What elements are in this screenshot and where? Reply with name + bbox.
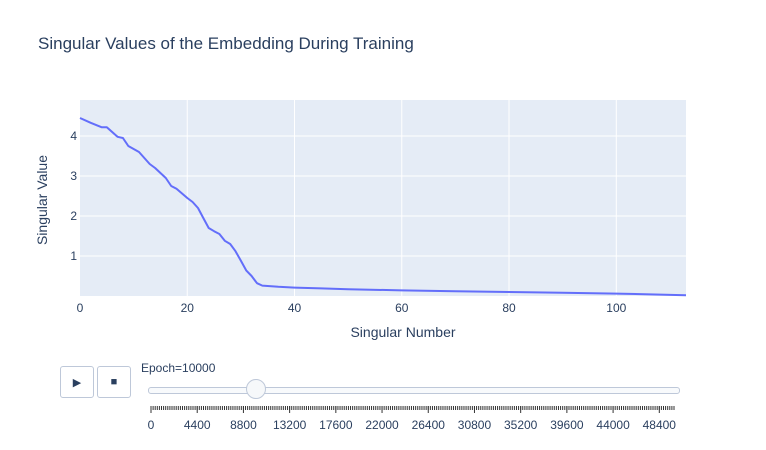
slider-tick-label: 30800 (458, 418, 492, 432)
play-icon: ▶ (72, 376, 82, 389)
x-tick-label: 60 (395, 301, 409, 315)
y-tick-label: 3 (70, 169, 77, 183)
slider-tick-label: 44000 (596, 418, 630, 432)
slider-tick-label: 17600 (319, 418, 353, 432)
stop-button[interactable]: ■ (97, 366, 131, 398)
slider-tick-label: 0 (148, 418, 155, 432)
x-tick-label: 80 (502, 301, 516, 315)
slider-tick-label: 22000 (365, 418, 399, 432)
slider-tick-label: 26400 (412, 418, 446, 432)
slider-handle[interactable] (246, 379, 267, 399)
slider-tick-label: 4400 (184, 418, 211, 432)
slider-tick-label: 48400 (643, 418, 677, 432)
slider-tick-label: 8800 (230, 418, 257, 432)
series-line (79, 117, 687, 297)
slider-tick-label: 35200 (504, 418, 538, 432)
series-layer (79, 117, 687, 297)
y-tick-label: 4 (70, 129, 77, 143)
slider-tick-label: 39600 (550, 418, 584, 432)
y-tick-label: 2 (70, 209, 77, 223)
y-axis-title: Singular Value (34, 155, 50, 245)
x-tick-label: 0 (77, 301, 84, 315)
y-tick-label: 1 (70, 249, 77, 263)
x-axis-title: Singular Number (350, 324, 455, 340)
slider-track[interactable] (148, 387, 680, 394)
chart-title: Singular Values of the Embedding During … (38, 34, 414, 53)
x-tick-label: 100 (606, 301, 626, 315)
stop-icon: ■ (110, 376, 118, 388)
play-button[interactable]: ▶ (60, 366, 94, 398)
tick-labels: 0 20 40 60 80 100 1 2 3 4 (70, 129, 626, 315)
plot-area (80, 100, 686, 296)
slider-current-value: Epoch=10000 (141, 361, 216, 375)
slider-tick-label: 13200 (273, 418, 307, 432)
x-tick-label: 40 (288, 301, 302, 315)
x-tick-label: 20 (181, 301, 195, 315)
